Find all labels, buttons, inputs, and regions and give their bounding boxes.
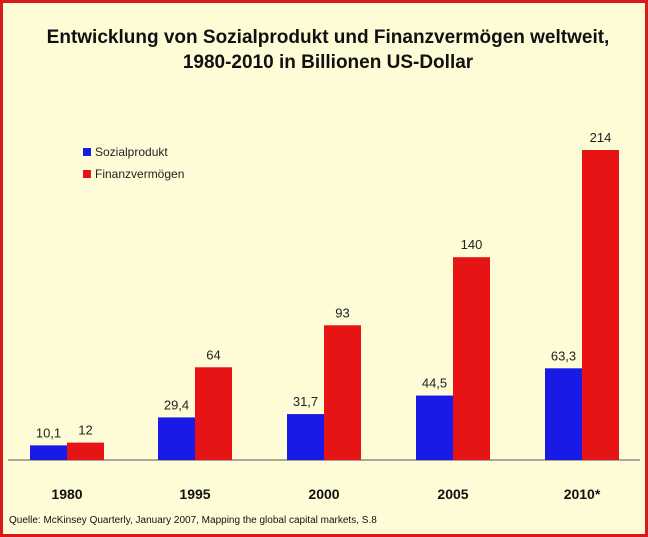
chart-source-note: Quelle: McKinsey Quarterly, January 2007…	[9, 515, 377, 526]
legend-item-sozialprodukt: Sozialprodukt	[83, 141, 184, 163]
data-label-sozialprodukt-2: 31,7	[293, 394, 318, 409]
bar-finanzvermoegen-0	[67, 442, 104, 460]
data-label-finanzvermoegen-0: 12	[78, 423, 92, 438]
x-tick-label-0: 1980	[51, 486, 82, 502]
data-label-finanzvermoegen-1: 64	[206, 347, 220, 362]
bar-finanzvermoegen-1	[195, 367, 232, 460]
chart-title: Entwicklung von Sozialprodukt und Finanz…	[23, 25, 633, 75]
data-label-sozialprodukt-4: 63,3	[551, 348, 576, 363]
data-label-sozialprodukt-3: 44,5	[422, 376, 447, 391]
chart-title-line-2: 1980-2010 in Billionen US-Dollar	[182, 52, 474, 73]
x-tick-label-3: 2005	[437, 486, 468, 502]
chart-legend: Sozialprodukt Finanzvermögen	[83, 141, 184, 185]
bar-sozialprodukt-2	[287, 414, 324, 460]
bar-finanzvermoegen-3	[453, 257, 490, 460]
bar-finanzvermoegen-4	[582, 150, 619, 460]
bar-sozialprodukt-0	[30, 445, 67, 460]
x-tick-label-1: 1995	[179, 486, 210, 502]
x-tick-label-2: 2000	[308, 486, 339, 502]
data-label-sozialprodukt-0: 10,1	[36, 425, 61, 440]
data-label-finanzvermoegen-2: 93	[335, 305, 349, 320]
bar-sozialprodukt-1	[158, 417, 195, 460]
legend-swatch-finanzvermoegen	[83, 170, 91, 178]
x-tick-label-4: 2010*	[564, 486, 601, 502]
bar-sozialprodukt-3	[416, 395, 453, 460]
data-label-finanzvermoegen-4: 214	[590, 130, 612, 145]
chart-title-line-1: Entwicklung von Sozialprodukt und Finanz…	[46, 27, 610, 48]
bar-finanzvermoegen-2	[324, 325, 361, 460]
data-label-finanzvermoegen-3: 140	[461, 237, 483, 252]
data-label-sozialprodukt-1: 29,4	[164, 397, 189, 412]
bar-sozialprodukt-4	[545, 368, 582, 460]
legend-label-finanzvermoegen: Finanzvermögen	[95, 167, 185, 181]
legend-item-finanzvermoegen: Finanzvermögen	[83, 163, 184, 185]
legend-swatch-sozialprodukt	[83, 148, 91, 156]
legend-label-sozialprodukt: Sozialprodukt	[95, 145, 168, 159]
